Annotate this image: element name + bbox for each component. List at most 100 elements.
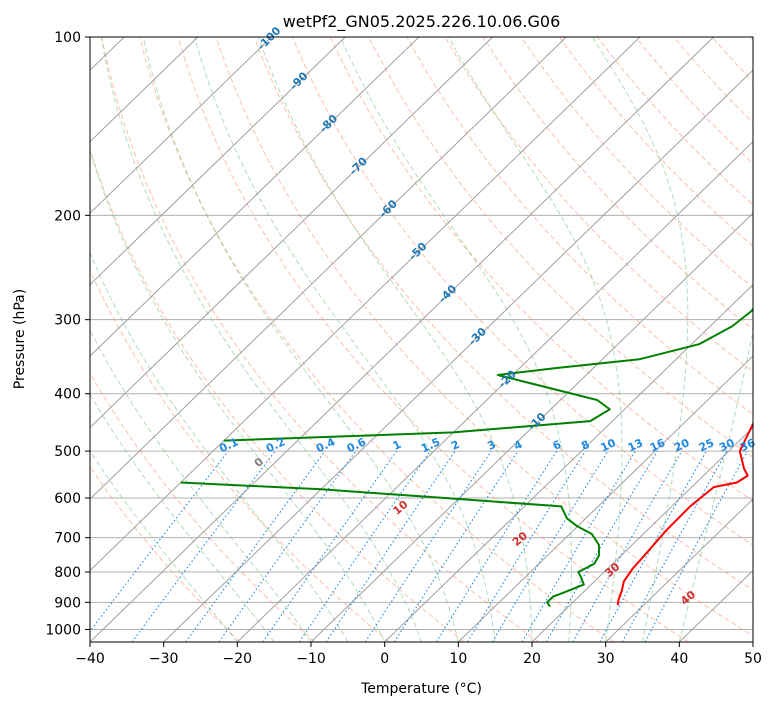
dry-adiabat-line [215, 37, 753, 637]
x-axis: −40 −30 −20 −10 0 10 20 30 40 50 [75, 642, 762, 667]
isotherm-line [90, 37, 199, 143]
isotherm-line [90, 37, 272, 214]
mixing-ratio-line [185, 450, 326, 642]
dry-adiabat-line [520, 37, 753, 289]
isotherm-line [384, 283, 753, 642]
moist-adiabat-line [592, 37, 689, 642]
plot-frame [89, 36, 754, 643]
y-tick-label: 300 [54, 313, 81, 329]
mixing-ratio-line [545, 450, 658, 642]
dry-adiabat-line [291, 37, 753, 546]
moist-adiabat-line [90, 148, 386, 642]
y-tick-label: 400 [54, 387, 81, 403]
y-tick-label: 500 [54, 444, 81, 460]
y-tick-label: 900 [54, 595, 81, 611]
moist-adiabat-label: 40 [678, 588, 698, 608]
y-tick-label: 100 [54, 30, 81, 46]
y-tick-label: 700 [54, 531, 81, 547]
mixing-ratio-label: 13 [626, 436, 645, 454]
isotherm-line [90, 37, 420, 357]
dry-adiabat-line [330, 37, 753, 502]
dry-adiabat-line [90, 269, 390, 642]
isotherm-line [752, 641, 753, 642]
isotherm-line [90, 37, 641, 572]
x-tick-label: 40 [670, 651, 688, 667]
isotherm-line [90, 37, 346, 286]
mixing-ratio-line [90, 450, 229, 633]
chart-title: wetPf2_GN05.2025.226.10.06.G06 [283, 12, 561, 32]
mixing-ratio-line [467, 450, 586, 642]
isotherm-line [90, 37, 567, 500]
mixing-ratio-line [393, 450, 519, 642]
mixing-ratio-label: 25 [697, 436, 716, 454]
dry-adiabat-line [749, 37, 753, 41]
dry-adiabat-line [482, 37, 753, 331]
isotherm-label: -100 [255, 24, 284, 53]
x-tick-label: −30 [149, 651, 179, 667]
mixing-ratio-line [644, 450, 749, 642]
y-tick-label: 200 [54, 208, 81, 224]
y-axis: 100 200 300 400 500 600 700 800 900 1000 [45, 30, 90, 638]
mixing-ratio-label: 4 [512, 438, 525, 453]
isotherm-line [163, 69, 753, 642]
isotherm-line [531, 426, 753, 642]
x-tick-label: −20 [223, 651, 253, 667]
moist-adiabat-line [340, 37, 572, 642]
dry-adiabat-line [90, 371, 316, 642]
moist-adiabat-label: 0 [252, 455, 266, 470]
mixing-ratio-label: 1 [391, 438, 403, 453]
mixing-ratio-label: 30 [717, 436, 737, 454]
mixing-ratio-label: 0.1 [217, 435, 240, 455]
dry-adiabat-line [368, 37, 753, 458]
dry-adiabat-line [558, 37, 753, 247]
y-axis-label: Pressure (hPa) [12, 289, 28, 389]
mixing-ratio-label: 8 [579, 438, 591, 453]
x-tick-label: 20 [523, 651, 541, 667]
dry-adiabat-line [90, 148, 465, 642]
isotherm-line [310, 212, 753, 642]
background-lines [90, 37, 753, 642]
temperature-line [616, 422, 753, 606]
moist-adiabat-line [100, 37, 422, 642]
mixing-ratio-line [364, 450, 492, 642]
dry-adiabat-line [101, 37, 540, 642]
moist-adiabat-line [678, 329, 753, 642]
isotherm-line [457, 355, 753, 642]
mixing-ratio-line [298, 450, 431, 642]
moist-adiabat-line [258, 37, 533, 642]
moist-adiabat-label: 30 [602, 560, 622, 580]
mixing-ratio-line [262, 450, 398, 642]
moist-adiabat-label: 20 [510, 529, 530, 549]
moist-adiabat-line [142, 37, 459, 642]
moist-adiabat-line [90, 328, 312, 642]
x-tick-label: 10 [449, 651, 467, 667]
isotherm-line [236, 141, 753, 642]
x-tick-label: −40 [75, 651, 105, 667]
mixing-ratio-label: 16 [648, 436, 668, 454]
moist-adiabat-line [90, 251, 349, 642]
x-tick-label: 50 [744, 651, 762, 667]
x-tick-label: 0 [380, 651, 389, 667]
dry-adiabat-line [90, 465, 241, 642]
moist-adiabat-line [90, 393, 275, 642]
mixing-ratio-label: 10 [598, 436, 618, 454]
y-tick-label: 600 [54, 491, 81, 507]
dry-adiabat-line [444, 37, 753, 373]
mixing-ratio-line [599, 450, 707, 642]
dewpoint-line [180, 481, 601, 608]
mixing-ratio-label: 20 [672, 436, 692, 454]
dry-adiabat-line [139, 37, 614, 642]
mixing-ratio-line [621, 450, 728, 642]
isotherm-line [90, 37, 493, 429]
dry-adiabat-line [406, 37, 753, 415]
mixing-ratio-line [521, 450, 636, 642]
x-tick-label: −10 [296, 651, 326, 667]
dry-adiabat-line [253, 37, 753, 591]
moist-adiabat-line [193, 37, 496, 642]
mixing-ratio-line [325, 450, 456, 642]
dry-adiabat-line [711, 37, 753, 83]
y-tick-label: 800 [54, 565, 81, 581]
data-series [180, 262, 753, 608]
isotherm-line [90, 37, 714, 642]
